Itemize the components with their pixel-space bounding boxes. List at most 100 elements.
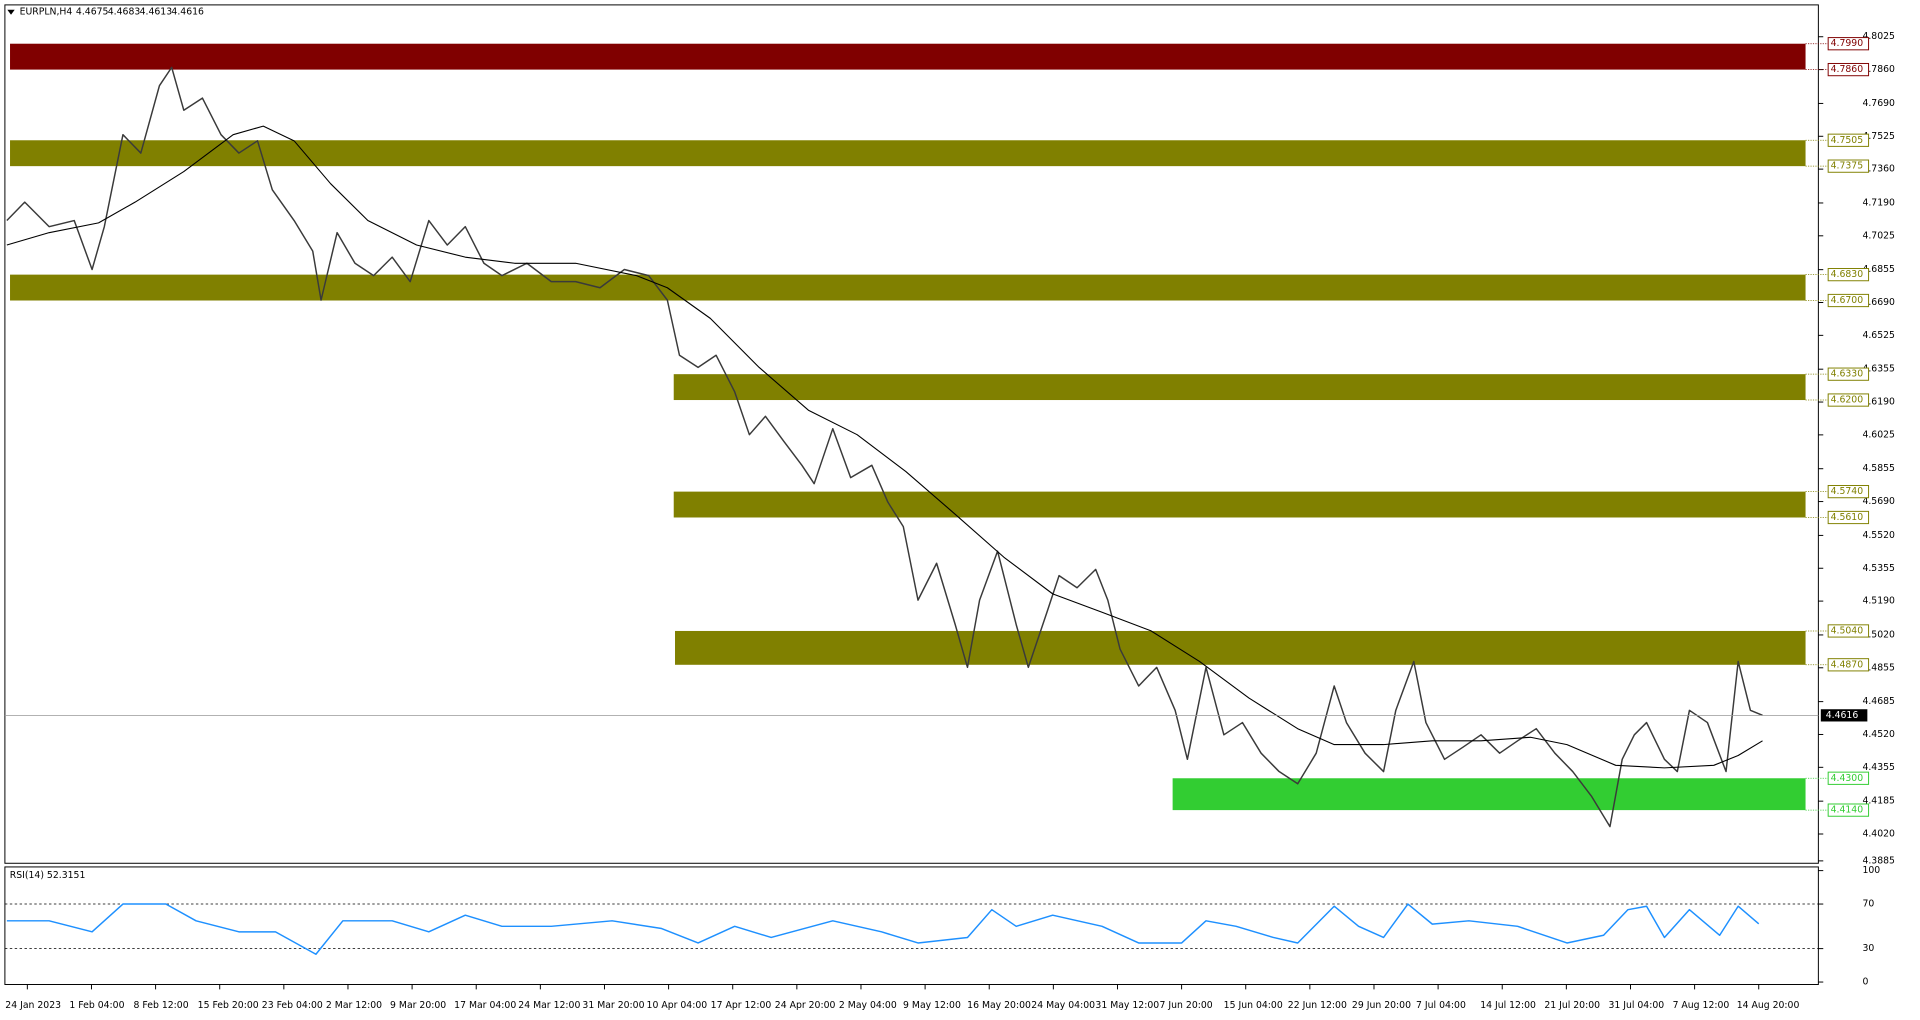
zone (1172, 778, 1806, 811)
zone-label-box (1827, 393, 1870, 407)
zone-label: 4.7990 (1831, 38, 1864, 49)
x-tick-label: 15 Feb 20:00 (198, 1000, 259, 1011)
high: 4.4683 (108, 7, 141, 18)
y-tick-label: 4.6190 (1862, 397, 1895, 408)
y-tick-label: 4.4020 (1862, 829, 1895, 840)
zone-label: 4.7375 (1831, 161, 1864, 172)
x-tick-label: 31 Mar 20:00 (582, 1000, 644, 1011)
y-tick-label: 4.7860 (1862, 64, 1895, 75)
low: 4.4613 (140, 7, 173, 18)
zone-label-box (1827, 293, 1870, 308)
x-tick-label: 24 May 04:00 (1031, 1000, 1095, 1011)
zone-label: 4.6330 (1831, 369, 1864, 380)
zone-label: 4.6830 (1831, 269, 1864, 280)
x-tick-label: 23 Feb 04:00 (262, 1000, 323, 1011)
zone-label-box (1827, 367, 1870, 381)
y-tick-label: 4.5855 (1862, 463, 1895, 474)
zone (10, 140, 1806, 167)
y-tick-label: 4.7525 (1862, 131, 1895, 142)
x-tick-label: 9 May 12:00 (903, 1000, 961, 1011)
zone-label: 4.4140 (1831, 805, 1864, 816)
zone-label: 4.6700 (1831, 295, 1864, 306)
y-tick-label: 4.7360 (1862, 164, 1895, 175)
rsi-title: RSI(14) 52.3151 (10, 870, 86, 881)
y-tick-label: 4.3885 (1862, 855, 1895, 866)
x-tick-label: 15 Jun 04:00 (1224, 1000, 1283, 1011)
y-tick-label: 4.4685 (1862, 696, 1895, 707)
y-tick-label: 4.6355 (1862, 364, 1895, 375)
x-tick-label: 31 May 12:00 (1095, 1000, 1159, 1011)
y-tick-label: 4.6855 (1862, 264, 1895, 275)
zone (673, 491, 1806, 518)
zone-label: 4.5740 (1831, 486, 1864, 497)
y-tick-label: 4.7690 (1862, 98, 1895, 109)
close: 4.4616 (171, 7, 204, 18)
x-tick-label: 14 Jul 12:00 (1480, 1000, 1536, 1011)
zone (673, 374, 1806, 401)
zone-label-box (1827, 62, 1870, 77)
zone-label-box (1827, 803, 1870, 817)
y-tick-label: 4.6525 (1862, 330, 1895, 341)
last-price-tag (1820, 709, 1868, 722)
zone-label-box (1827, 484, 1870, 499)
zone-label: 4.4870 (1831, 659, 1864, 670)
rsi-panel (4, 866, 1819, 985)
y-tick-label: 4.4355 (1862, 762, 1895, 773)
x-tick-label: 7 Jun 20:00 (1160, 1000, 1213, 1011)
y-tick-label: 4.4855 (1862, 662, 1895, 673)
zone-label: 4.5040 (1831, 625, 1864, 636)
moving-average (6, 125, 1763, 769)
x-tick-label: 21 Jul 20:00 (1544, 1000, 1600, 1011)
y-tick-label: 4.8025 (1862, 31, 1895, 42)
price-panel (4, 4, 1819, 864)
y-tick-label: 0 (1862, 977, 1868, 988)
y-tick-label: 4.4520 (1862, 729, 1895, 740)
menu-triangle[interactable] (7, 9, 15, 15)
x-tick-label: 24 Jan 2023 (5, 1000, 61, 1011)
symbol: EURPLN,H4 (20, 7, 73, 18)
rsi-line (6, 903, 1760, 955)
zone (10, 43, 1806, 70)
header: EURPLN,H4 4.4675 4.4683 4.4613 4.4616 (20, 7, 204, 18)
y-tick-label: 4.5520 (1862, 530, 1895, 541)
y-tick-label: 4.5020 (1862, 629, 1895, 640)
x-tick-label: 31 Jul 04:00 (1608, 1000, 1664, 1011)
zone (10, 274, 1806, 301)
x-tick-label: 2 May 04:00 (839, 1000, 897, 1011)
price-line (6, 66, 1763, 828)
x-tick-label: 9 Mar 20:00 (390, 1000, 446, 1011)
y-tick-label: 100 (1862, 865, 1880, 876)
zone-label-box (1827, 159, 1870, 173)
y-tick-label: 4.4185 (1862, 796, 1895, 807)
y-tick-label: 30 (1862, 943, 1874, 954)
y-tick-label: 4.7190 (1862, 197, 1895, 208)
zone (675, 630, 1806, 665)
zone-label-box (1827, 37, 1870, 51)
zone-label-box (1827, 133, 1870, 147)
zone-label: 4.7860 (1831, 64, 1864, 75)
y-tick-label: 70 (1862, 899, 1874, 910)
y-tick-label: 4.7025 (1862, 230, 1895, 241)
x-tick-label: 2 Mar 12:00 (326, 1000, 382, 1011)
y-tick-label: 4.6025 (1862, 429, 1895, 440)
last-price-label: 4.4616 (1826, 710, 1859, 721)
x-tick-label: 17 Mar 04:00 (454, 1000, 516, 1011)
zone-label: 4.5610 (1831, 512, 1864, 523)
x-tick-label: 10 Apr 04:00 (647, 1000, 708, 1011)
y-tick-label: 4.5690 (1862, 496, 1895, 507)
zone-label-box (1827, 268, 1870, 282)
y-tick-label: 4.5190 (1862, 596, 1895, 607)
y-tick-label: 4.5355 (1862, 563, 1895, 574)
x-tick-label: 29 Jun 20:00 (1352, 1000, 1411, 1011)
zone-label-box (1827, 624, 1870, 638)
zone-label: 4.7505 (1831, 135, 1864, 146)
zone-label-box (1827, 771, 1870, 785)
zone-label-box (1827, 510, 1870, 525)
open: 4.4675 (76, 7, 109, 18)
zone-label: 4.6200 (1831, 395, 1864, 406)
x-tick-label: 24 Apr 20:00 (775, 1000, 836, 1011)
zone-label: 4.4300 (1831, 773, 1864, 784)
x-tick-label: 1 Feb 04:00 (69, 1000, 124, 1011)
zone-label-box (1827, 658, 1870, 672)
